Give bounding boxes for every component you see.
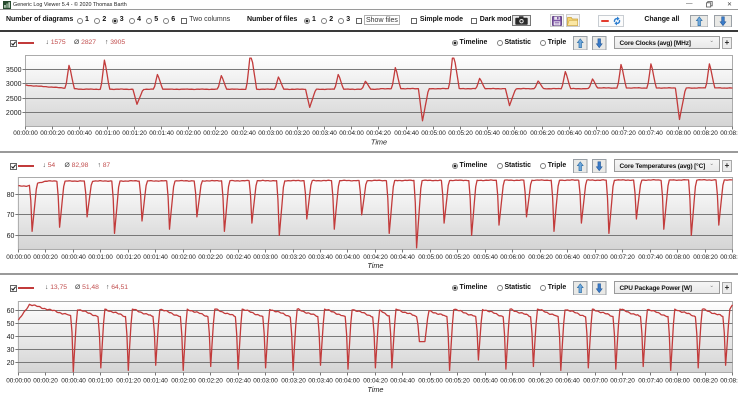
svg-text:00:02:40: 00:02:40 bbox=[226, 377, 251, 384]
svg-text:00:02:00: 00:02:00 bbox=[171, 254, 196, 261]
svg-text:00:02:20: 00:02:20 bbox=[203, 130, 228, 137]
svg-text:00:00:20: 00:00:20 bbox=[33, 254, 58, 261]
svg-text:00:03:20: 00:03:20 bbox=[285, 130, 310, 137]
svg-text:00:05:40: 00:05:40 bbox=[473, 377, 498, 384]
svg-text:00:03:40: 00:03:40 bbox=[308, 377, 333, 384]
svg-text:00:01:00: 00:01:00 bbox=[88, 254, 113, 261]
svg-text:00:08:20: 00:08:20 bbox=[693, 254, 718, 261]
svg-text:00:01:20: 00:01:20 bbox=[116, 377, 141, 384]
svg-text:00:03:40: 00:03:40 bbox=[312, 130, 337, 137]
svg-text:00:02:00: 00:02:00 bbox=[176, 130, 201, 137]
svg-text:00:01:00: 00:01:00 bbox=[95, 130, 120, 137]
svg-text:00:04:00: 00:04:00 bbox=[335, 377, 360, 384]
svg-text:00:01:20: 00:01:20 bbox=[116, 254, 141, 261]
svg-text:00:03:00: 00:03:00 bbox=[258, 130, 283, 137]
svg-text:00:00:40: 00:00:40 bbox=[61, 377, 86, 384]
svg-text:00:04:00: 00:04:00 bbox=[335, 254, 360, 261]
svg-text:00:04:20: 00:04:20 bbox=[366, 130, 391, 137]
svg-text:00:01:20: 00:01:20 bbox=[122, 130, 147, 137]
svg-text:Time: Time bbox=[367, 385, 383, 394]
svg-text:00:04:40: 00:04:40 bbox=[390, 377, 415, 384]
svg-text:00:04:20: 00:04:20 bbox=[363, 377, 388, 384]
svg-text:00:04:40: 00:04:40 bbox=[394, 130, 419, 137]
svg-text:00:02:40: 00:02:40 bbox=[226, 254, 251, 261]
svg-text:00:04:20: 00:04:20 bbox=[363, 254, 388, 261]
svg-text:40: 40 bbox=[7, 334, 15, 341]
svg-text:00:02:00: 00:02:00 bbox=[171, 377, 196, 384]
svg-text:00:08:40: 00:08:40 bbox=[720, 377, 738, 384]
svg-text:00:06:00: 00:06:00 bbox=[502, 130, 527, 137]
svg-text:00:07:20: 00:07:20 bbox=[611, 130, 636, 137]
svg-text:Time: Time bbox=[371, 138, 387, 147]
svg-text:00:05:20: 00:05:20 bbox=[448, 130, 473, 137]
svg-text:00:03:20: 00:03:20 bbox=[281, 254, 306, 261]
svg-text:00:08:00: 00:08:00 bbox=[665, 377, 690, 384]
svg-text:00:07:00: 00:07:00 bbox=[583, 377, 608, 384]
svg-text:2000: 2000 bbox=[6, 110, 22, 117]
svg-text:00:00:40: 00:00:40 bbox=[61, 254, 86, 261]
svg-text:2500: 2500 bbox=[6, 96, 22, 103]
svg-text:00:00:00: 00:00:00 bbox=[6, 377, 31, 384]
svg-text:00:07:20: 00:07:20 bbox=[610, 254, 635, 261]
svg-text:00:07:40: 00:07:40 bbox=[638, 377, 663, 384]
svg-text:00:07:40: 00:07:40 bbox=[638, 130, 663, 137]
svg-text:00:01:40: 00:01:40 bbox=[143, 254, 168, 261]
svg-text:00:05:00: 00:05:00 bbox=[421, 130, 446, 137]
svg-text:00:08:00: 00:08:00 bbox=[666, 130, 691, 137]
svg-text:70: 70 bbox=[7, 212, 15, 219]
svg-text:00:05:00: 00:05:00 bbox=[418, 377, 443, 384]
svg-text:3000: 3000 bbox=[6, 81, 22, 88]
svg-text:00:07:00: 00:07:00 bbox=[583, 254, 608, 261]
svg-text:00:06:20: 00:06:20 bbox=[528, 254, 553, 261]
svg-text:00:06:00: 00:06:00 bbox=[500, 254, 525, 261]
svg-text:00:06:40: 00:06:40 bbox=[555, 254, 580, 261]
svg-text:00:02:40: 00:02:40 bbox=[231, 130, 256, 137]
svg-text:00:00:00: 00:00:00 bbox=[13, 130, 38, 137]
svg-text:00:08:20: 00:08:20 bbox=[693, 130, 718, 137]
svg-text:00:01:40: 00:01:40 bbox=[143, 377, 168, 384]
svg-text:00:07:00: 00:07:00 bbox=[584, 130, 609, 137]
svg-text:60: 60 bbox=[7, 308, 15, 315]
svg-text:00:05:40: 00:05:40 bbox=[473, 254, 498, 261]
svg-text:00:03:40: 00:03:40 bbox=[308, 254, 333, 261]
svg-text:60: 60 bbox=[7, 233, 15, 240]
svg-text:00:00:40: 00:00:40 bbox=[67, 130, 92, 137]
svg-text:00:06:40: 00:06:40 bbox=[557, 130, 582, 137]
svg-text:50: 50 bbox=[7, 321, 15, 328]
svg-text:00:04:40: 00:04:40 bbox=[390, 254, 415, 261]
svg-text:00:05:40: 00:05:40 bbox=[475, 130, 500, 137]
svg-text:00:02:20: 00:02:20 bbox=[198, 377, 223, 384]
svg-text:00:01:00: 00:01:00 bbox=[88, 377, 113, 384]
svg-text:00:05:20: 00:05:20 bbox=[445, 254, 470, 261]
svg-text:00:08:20: 00:08:20 bbox=[693, 377, 718, 384]
svg-text:00:02:20: 00:02:20 bbox=[198, 254, 223, 261]
svg-text:00:06:00: 00:06:00 bbox=[500, 377, 525, 384]
svg-text:00:00:20: 00:00:20 bbox=[33, 377, 58, 384]
svg-text:00:08:40: 00:08:40 bbox=[720, 254, 738, 261]
svg-text:00:03:00: 00:03:00 bbox=[253, 377, 278, 384]
svg-text:00:06:20: 00:06:20 bbox=[528, 377, 553, 384]
svg-text:00:00:00: 00:00:00 bbox=[6, 254, 31, 261]
svg-text:Time: Time bbox=[367, 261, 383, 270]
svg-text:00:03:00: 00:03:00 bbox=[253, 254, 278, 261]
svg-text:00:04:00: 00:04:00 bbox=[339, 130, 364, 137]
svg-text:00:07:40: 00:07:40 bbox=[638, 254, 663, 261]
svg-text:30: 30 bbox=[7, 347, 15, 354]
svg-text:00:05:20: 00:05:20 bbox=[445, 377, 470, 384]
svg-text:00:06:20: 00:06:20 bbox=[530, 130, 555, 137]
svg-text:00:08:40: 00:08:40 bbox=[720, 130, 738, 137]
svg-text:20: 20 bbox=[7, 360, 15, 367]
svg-text:00:01:40: 00:01:40 bbox=[149, 130, 174, 137]
svg-text:00:05:00: 00:05:00 bbox=[418, 254, 443, 261]
svg-text:3500: 3500 bbox=[6, 67, 22, 74]
svg-text:80: 80 bbox=[7, 192, 15, 199]
svg-text:00:08:00: 00:08:00 bbox=[665, 254, 690, 261]
svg-text:00:03:20: 00:03:20 bbox=[281, 377, 306, 384]
svg-text:00:00:20: 00:00:20 bbox=[40, 130, 65, 137]
svg-text:00:06:40: 00:06:40 bbox=[555, 377, 580, 384]
svg-text:00:07:20: 00:07:20 bbox=[610, 377, 635, 384]
